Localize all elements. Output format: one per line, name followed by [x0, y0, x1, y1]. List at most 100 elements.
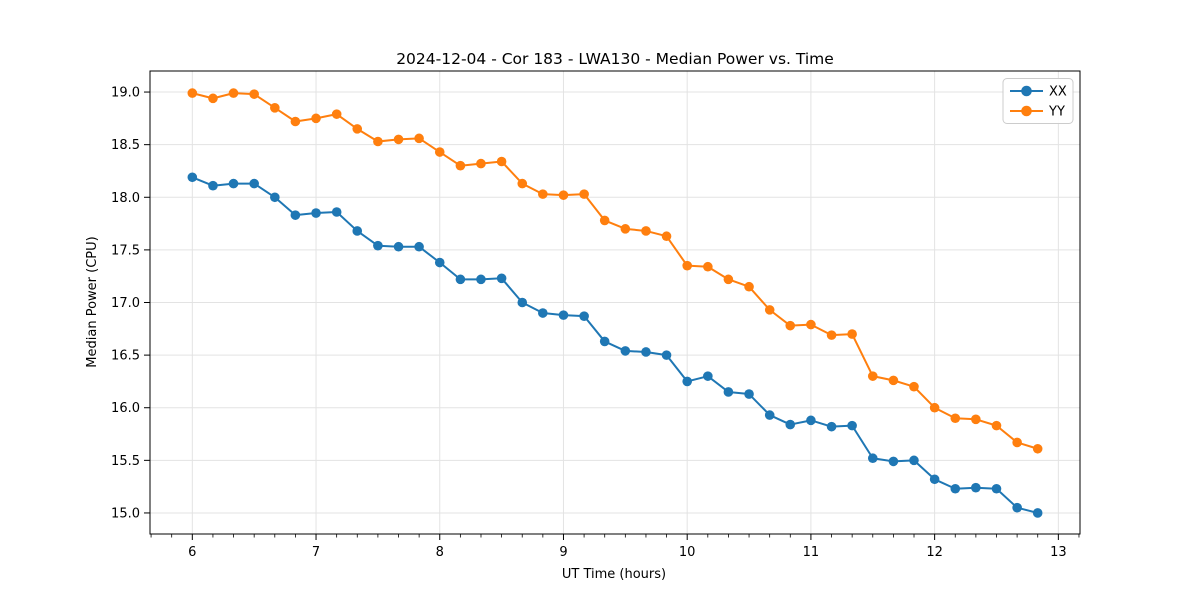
data-point-yy — [764, 305, 775, 315]
data-point-yy — [558, 190, 569, 200]
x-tick-label: 12 — [926, 545, 943, 560]
grid — [150, 71, 1080, 534]
data-point-yy — [661, 231, 672, 242]
data-point-xx — [270, 192, 280, 203]
data-point-xx — [455, 274, 466, 285]
legend-marker-yy — [1021, 105, 1032, 117]
data-point-xx — [867, 453, 878, 464]
data-point-yy — [476, 158, 486, 169]
data-point-yy — [228, 88, 239, 98]
data-point-xx — [703, 371, 713, 381]
series-layer — [187, 88, 1043, 518]
data-point-yy — [434, 147, 445, 157]
data-point-yy — [723, 274, 734, 285]
data-point-xx — [806, 415, 816, 426]
x-tick-label: 7 — [312, 545, 320, 560]
data-point-yy — [909, 381, 919, 392]
data-point-yy — [847, 329, 857, 339]
data-point-yy — [641, 226, 651, 236]
series-line-yy — [192, 92, 1038, 450]
data-point-xx — [290, 210, 301, 220]
data-point-xx — [414, 241, 424, 252]
data-point-yy — [249, 89, 259, 99]
data-point-yy — [352, 124, 363, 134]
y-tick-label: 18.0 — [111, 191, 140, 206]
data-point-xx — [373, 240, 383, 251]
data-point-yy — [538, 189, 548, 199]
data-point-xx — [950, 483, 961, 494]
y-tick-label: 16.5 — [111, 349, 140, 364]
y-tick-label: 18.5 — [111, 138, 140, 153]
data-point-xx — [352, 226, 363, 236]
data-point-xx — [785, 419, 796, 430]
x-tick-label: 8 — [436, 545, 444, 560]
data-point-xx — [929, 474, 940, 485]
data-point-xx — [909, 455, 919, 466]
data-point-yy — [393, 134, 404, 145]
data-point-xx — [434, 257, 445, 268]
data-point-yy — [971, 414, 981, 425]
data-point-yy — [579, 189, 589, 199]
data-point-xx — [476, 274, 486, 285]
data-point-yy — [744, 281, 754, 292]
legend-label-xx: XX — [1049, 85, 1067, 100]
y-tick-label: 15.0 — [111, 506, 140, 521]
chart-title: 2024-12-04 - Cor 183 - LWA130 - Median P… — [396, 50, 834, 68]
data-point-yy — [187, 88, 198, 98]
data-point-yy — [373, 136, 383, 147]
x-tick-label: 11 — [803, 545, 820, 560]
data-point-yy — [785, 320, 796, 331]
data-point-yy — [496, 156, 507, 167]
data-point-xx — [723, 387, 734, 397]
data-point-xx — [826, 421, 837, 432]
y-tick-label: 19.0 — [111, 86, 140, 101]
data-point-yy — [950, 413, 961, 424]
data-point-xx — [599, 336, 610, 347]
data-point-xx — [847, 420, 857, 431]
x-tick-label: 10 — [679, 545, 696, 560]
y-tick-label: 16.0 — [111, 401, 140, 416]
data-point-yy — [208, 93, 218, 104]
data-point-xx — [249, 178, 259, 189]
data-point-xx — [311, 208, 321, 218]
y-tick-label: 17.0 — [111, 296, 140, 311]
x-tick-label: 9 — [559, 545, 567, 560]
data-point-yy — [929, 402, 940, 413]
data-point-xx — [888, 456, 899, 467]
data-point-yy — [331, 109, 342, 119]
legend-box — [1002, 78, 1074, 124]
x-axis-label: UT Time (hours) — [562, 567, 666, 582]
data-point-xx — [496, 273, 507, 284]
data-point-xx — [558, 310, 569, 320]
data-point-yy — [1032, 443, 1043, 454]
data-point-yy — [290, 116, 301, 127]
data-point-xx — [208, 180, 218, 191]
data-point-yy — [270, 103, 280, 113]
data-point-yy — [620, 224, 631, 234]
data-point-xx — [1032, 508, 1043, 518]
y-tick-label: 17.5 — [111, 243, 140, 258]
legend-marker-xx — [1021, 85, 1032, 97]
x-tick-label: 6 — [188, 545, 196, 560]
data-point-xx — [744, 389, 754, 399]
data-point-xx — [1012, 502, 1022, 513]
data-point-xx — [971, 482, 981, 493]
legend: XX YY — [1002, 78, 1074, 124]
tick-layer: 6 7 8 9 10 11 12 13 15.0 15.5 16.0 16.5 17.0 17.5 18.0… — [111, 86, 1080, 560]
data-point-yy — [455, 160, 466, 171]
data-point-yy — [311, 113, 321, 124]
data-point-xx — [682, 376, 692, 387]
data-point-xx — [641, 347, 651, 357]
data-point-yy — [888, 375, 899, 386]
data-point-xx — [187, 172, 198, 183]
data-point-xx — [661, 350, 672, 360]
data-point-yy — [991, 420, 1002, 431]
data-point-yy — [414, 133, 424, 144]
data-point-xx — [517, 297, 528, 308]
data-point-xx — [393, 241, 404, 252]
y-tick-label: 15.5 — [111, 454, 140, 469]
data-point-yy — [703, 261, 713, 272]
data-point-yy — [682, 260, 692, 271]
